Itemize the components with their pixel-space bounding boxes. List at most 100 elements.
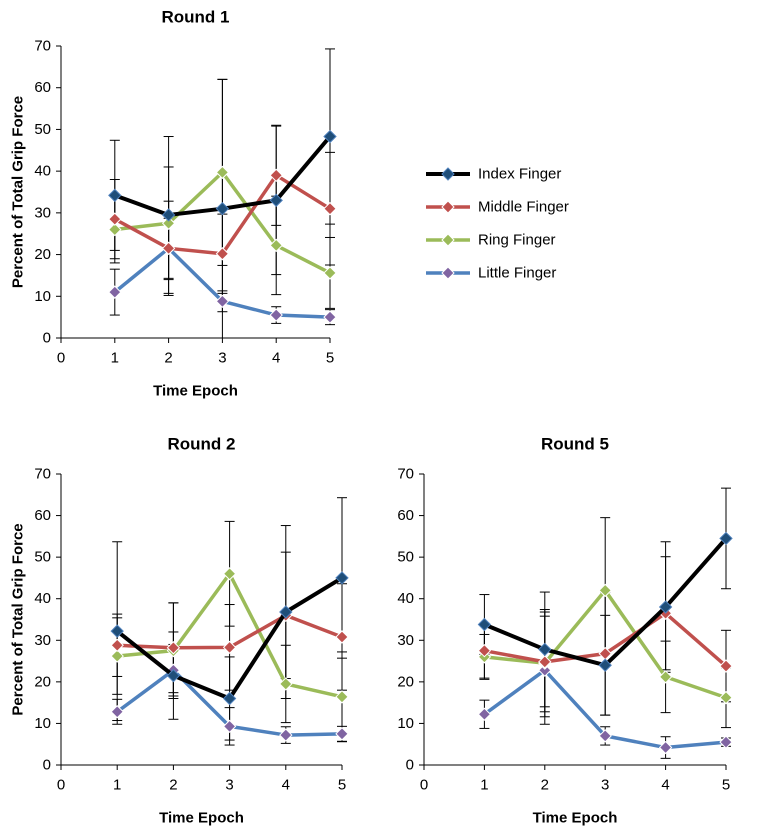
chart-1: Round 1 0 10 20 30 40 50 60 70 0 1 2 3 4 5 Time Epoch Pe… bbox=[10, 8, 569, 400]
legend: Index Finger Middle Finger Ring Finger Litt… bbox=[426, 166, 569, 282]
x-tick-label: 5 bbox=[326, 350, 334, 367]
y-tick-label: 40 bbox=[397, 590, 414, 607]
data-point bbox=[108, 188, 122, 203]
data-point bbox=[335, 727, 349, 741]
data-point bbox=[323, 266, 337, 280]
x-tick-label: 1 bbox=[111, 350, 119, 367]
data-point bbox=[323, 201, 337, 216]
data-point bbox=[719, 735, 733, 749]
x-tick-label: 0 bbox=[420, 777, 428, 794]
y-tick-label: 20 bbox=[397, 673, 414, 690]
y-tick-label: 20 bbox=[34, 246, 51, 263]
data-point bbox=[108, 212, 122, 226]
y-tick-label: 10 bbox=[34, 288, 51, 305]
data-point bbox=[477, 643, 492, 658]
legend-item: Ring Finger bbox=[426, 232, 556, 249]
y-tick-label: 0 bbox=[43, 330, 51, 347]
legend-label: Index Finger bbox=[478, 166, 561, 183]
data-point bbox=[477, 617, 492, 632]
x-tick-label: 5 bbox=[722, 777, 730, 794]
data-point bbox=[269, 238, 283, 253]
data-point bbox=[110, 638, 124, 652]
y-tick-label: 50 bbox=[397, 549, 414, 566]
x-tick-label: 2 bbox=[541, 777, 549, 794]
data-point bbox=[110, 624, 124, 638]
y-tick-label: 40 bbox=[34, 590, 51, 607]
data-point bbox=[215, 201, 230, 216]
x-axis-label: Time Epoch bbox=[533, 810, 618, 826]
data-point bbox=[161, 216, 176, 230]
legend-label: Ring Finger bbox=[478, 232, 556, 249]
y-tick-label: 70 bbox=[34, 466, 51, 483]
x-tick-label: 1 bbox=[113, 777, 121, 794]
y-axis-label: Percent of Total Grip Force bbox=[10, 523, 27, 715]
data-point bbox=[323, 129, 337, 144]
data-point bbox=[166, 641, 181, 655]
y-tick-label: 40 bbox=[34, 163, 51, 180]
y-tick-label: 20 bbox=[34, 673, 51, 690]
data-point bbox=[538, 655, 552, 669]
data-point bbox=[110, 649, 124, 663]
y-tick-label: 60 bbox=[34, 79, 51, 96]
data-point bbox=[598, 658, 612, 672]
data-point bbox=[719, 531, 733, 546]
y-tick-label: 70 bbox=[397, 466, 414, 483]
x-axis-label: Time Epoch bbox=[159, 810, 244, 826]
data-point bbox=[335, 630, 349, 644]
data-point bbox=[222, 719, 237, 734]
y-tick-label: 30 bbox=[397, 632, 414, 649]
data-point bbox=[658, 600, 673, 614]
x-tick-label: 4 bbox=[661, 777, 669, 794]
data-point bbox=[538, 663, 552, 677]
y-tick-label: 60 bbox=[34, 507, 51, 524]
x-tick-label: 0 bbox=[57, 350, 65, 367]
y-tick-label: 50 bbox=[34, 121, 51, 138]
y-tick-label: 60 bbox=[397, 507, 414, 524]
data-point bbox=[719, 690, 733, 705]
data-point bbox=[658, 670, 673, 684]
data-point bbox=[335, 690, 349, 704]
x-tick-label: 5 bbox=[338, 777, 346, 794]
data-point bbox=[161, 208, 176, 222]
x-tick-label: 4 bbox=[272, 350, 280, 367]
data-point bbox=[335, 571, 349, 585]
y-tick-label: 30 bbox=[34, 204, 51, 221]
data-point bbox=[166, 668, 181, 683]
legend-item: Index Finger bbox=[426, 166, 561, 183]
y-tick-label: 10 bbox=[397, 715, 414, 732]
x-tick-label: 2 bbox=[169, 777, 177, 794]
y-tick-label: 30 bbox=[34, 632, 51, 649]
data-point bbox=[222, 640, 237, 655]
data-point bbox=[598, 729, 612, 743]
data-point bbox=[658, 740, 673, 755]
legend-swatch-marker bbox=[441, 167, 455, 181]
data-point bbox=[598, 583, 612, 598]
data-point bbox=[215, 247, 230, 261]
y-tick-label: 50 bbox=[34, 549, 51, 566]
y-tick-label: 0 bbox=[406, 757, 414, 774]
x-tick-label: 2 bbox=[164, 350, 172, 367]
legend-item: Middle Finger bbox=[426, 199, 569, 216]
data-point bbox=[279, 677, 293, 691]
legend-swatch-marker bbox=[441, 233, 455, 247]
data-point bbox=[719, 659, 733, 673]
x-axis-label: Time Epoch bbox=[153, 383, 238, 400]
data-point bbox=[279, 728, 293, 742]
legend-item: Little Finger bbox=[426, 265, 556, 282]
x-tick-label: 4 bbox=[282, 777, 290, 794]
y-tick-label: 10 bbox=[34, 715, 51, 732]
data-point bbox=[110, 705, 124, 719]
legend-swatch-marker bbox=[441, 200, 455, 214]
chart-2: Round 2 0 10 20 30 40 50 60 70 0 1 2 3 4 5 Time Epoch Pe… bbox=[10, 435, 349, 826]
chart-title: Round 5 bbox=[541, 435, 609, 454]
legend-swatch-marker bbox=[441, 266, 455, 280]
data-point bbox=[222, 567, 237, 581]
data-point bbox=[161, 241, 176, 256]
chart-title: Round 1 bbox=[162, 8, 230, 27]
data-point bbox=[108, 222, 122, 237]
data-point bbox=[279, 605, 293, 619]
x-tick-label: 3 bbox=[601, 777, 609, 794]
data-point bbox=[323, 310, 337, 324]
legend-label: Middle Finger bbox=[478, 199, 569, 216]
